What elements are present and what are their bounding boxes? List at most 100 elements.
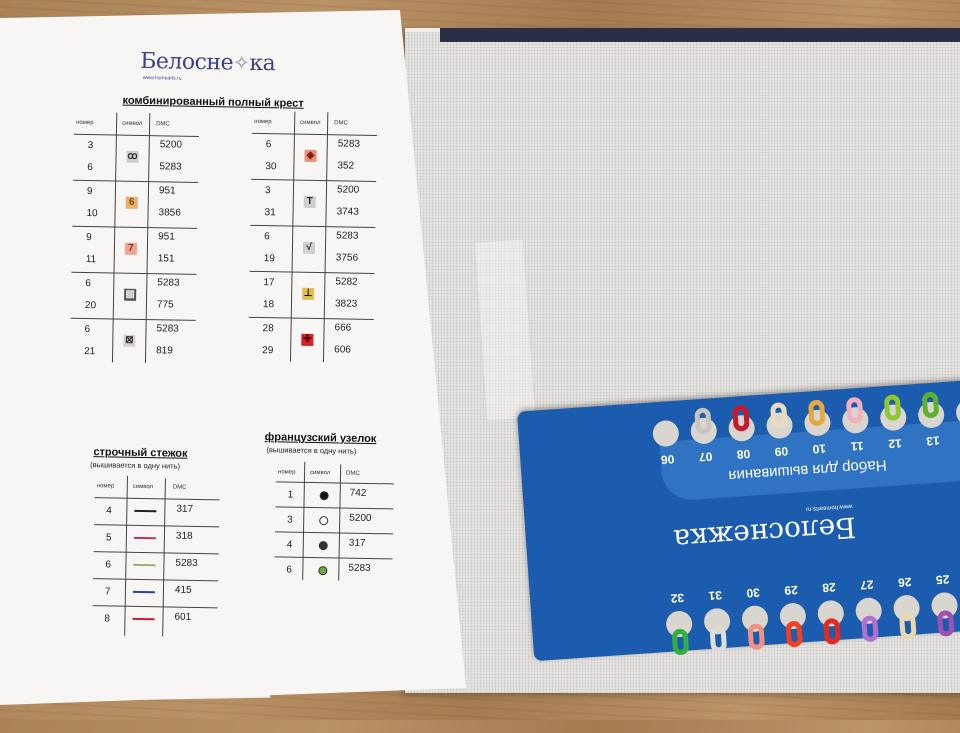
thread-number: 11 <box>86 254 97 265</box>
hole-number: 13 <box>920 433 947 449</box>
column-header: номер <box>97 483 115 489</box>
dmc-code: 5283 <box>338 138 360 149</box>
column-header: символ <box>310 470 330 476</box>
divider <box>145 113 150 363</box>
hole-number: 27 <box>853 577 880 593</box>
hole-number: 10 <box>806 441 833 457</box>
divider <box>93 578 218 581</box>
thread-number: 30 <box>265 161 276 172</box>
dmc-code: 606 <box>334 344 351 355</box>
thread-skein <box>922 391 940 418</box>
backstitch-line-icon <box>134 537 156 539</box>
divider <box>73 180 198 183</box>
thread-skein <box>672 628 690 655</box>
symbol-icon: ⊥ <box>302 288 314 300</box>
thread-skein <box>861 615 879 642</box>
thread-number: 6 <box>264 231 270 242</box>
hole-number: 09 <box>768 444 795 460</box>
symbol-icon: ⊠ <box>123 335 135 347</box>
symbol-icon: 7 <box>125 243 137 255</box>
dmc-code: 951 <box>158 231 175 242</box>
thread-number: 6 <box>105 559 111 570</box>
thread-number: 19 <box>264 253 275 264</box>
thread-number: 9 <box>86 232 92 243</box>
symbol-icon: ✚ <box>301 334 313 346</box>
divider <box>71 318 196 321</box>
thread-number: 8 <box>104 613 110 624</box>
symbol-icon: ꝏ <box>126 151 138 163</box>
thread-skein <box>808 399 826 426</box>
divider <box>251 179 376 182</box>
french-knot-icon <box>318 566 327 575</box>
dmc-code: 5200 <box>337 184 359 195</box>
hole-number: 29 <box>778 582 805 598</box>
hole-number: 31 <box>702 588 729 604</box>
backstitch-line-icon <box>133 564 155 566</box>
divider <box>290 112 295 362</box>
thread-number: 10 <box>86 208 97 219</box>
thread-number: 29 <box>262 345 273 356</box>
thread-skein <box>884 394 902 421</box>
symbol-icon: T <box>304 196 316 208</box>
thread-skein <box>709 626 727 653</box>
thread-number: 1 <box>288 490 294 501</box>
thread-number: 31 <box>264 207 275 218</box>
thread-number: 5 <box>106 532 112 543</box>
thread-skein <box>846 397 864 424</box>
thread-skein <box>694 407 712 434</box>
backstitch-title: строчный стежок <box>93 446 187 460</box>
dmc-code: 318 <box>176 531 193 542</box>
hole-number: 25 <box>929 572 956 588</box>
hole-number: 32 <box>664 590 691 606</box>
thread-number: 20 <box>85 300 96 311</box>
divider <box>302 462 305 580</box>
column-header: номер <box>76 120 94 126</box>
divider <box>72 226 197 229</box>
hole-number: 26 <box>891 574 918 590</box>
brand-logo: Белосне✧ка <box>140 49 275 76</box>
backstitch-subtitle: (вышивается в одну нить) <box>90 460 180 471</box>
hole-number: 30 <box>740 585 767 601</box>
french-knot-icon <box>320 491 329 500</box>
thread-organizer-card: Набор для вышивания Белоснежка www.homea… <box>517 373 960 661</box>
thread-number: 4 <box>287 540 293 551</box>
column-header: DMC <box>346 471 360 477</box>
thread-number: 6 <box>85 278 91 289</box>
column-header: символ <box>300 120 320 126</box>
thread-number: 3 <box>88 140 94 151</box>
thread-number: 9 <box>87 186 93 197</box>
column-header: DMC <box>334 120 348 126</box>
dmc-code: 317 <box>349 538 366 549</box>
thread-number: 3 <box>287 515 293 526</box>
thread-number: 17 <box>263 277 274 288</box>
column-header: номер <box>278 469 296 475</box>
thread-number: 28 <box>262 323 273 334</box>
hole-number: 06 <box>654 452 681 468</box>
dmc-code: 5200 <box>349 513 371 524</box>
dmc-code: 5282 <box>335 276 357 287</box>
divider <box>94 524 219 527</box>
dmc-code: 151 <box>158 253 175 264</box>
column-header: символ <box>133 484 153 490</box>
divider <box>275 531 393 534</box>
dmc-code: 742 <box>350 488 367 499</box>
dmc-code: 601 <box>174 612 191 623</box>
french-knot-icon <box>319 516 328 525</box>
thread-skein <box>823 618 841 645</box>
thread-number: 3 <box>265 185 271 196</box>
dmc-code: 775 <box>157 299 174 310</box>
hole-number: 08 <box>730 446 757 462</box>
hole-number: 11 <box>844 438 871 454</box>
symbol-icon: ◈ <box>304 150 316 162</box>
canvas-packaging-edge <box>440 28 960 42</box>
dmc-code: 3756 <box>336 252 358 263</box>
dmc-code: 5283 <box>157 277 179 288</box>
french-knot-icon <box>319 541 328 550</box>
backstitch-line-icon <box>134 510 156 512</box>
dmc-code: 5283 <box>175 558 197 569</box>
divider <box>275 556 393 559</box>
divider <box>112 113 117 363</box>
divider <box>275 506 393 509</box>
dmc-code: 352 <box>337 160 354 171</box>
dragonfly-icon: ✧ <box>233 51 250 75</box>
